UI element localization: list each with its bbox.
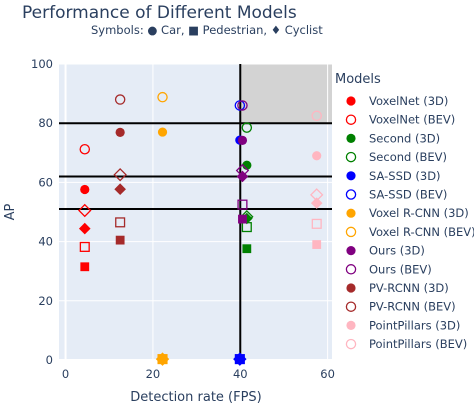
legend-marker-sa-ssd-bev: [345, 189, 357, 200]
legend-marker-voxel-r-cnn-bev: [345, 226, 357, 238]
legend-marker-second-bev: [345, 151, 357, 163]
legend-marker-voxelnet-bev: [345, 114, 357, 125]
data-point-pointpillars-3d-circle: [312, 151, 322, 161]
data-point-pv-rcnn-bev-diamond: [113, 167, 127, 182]
legend-label-ours-3d: Ours (3D): [369, 244, 425, 258]
data-point-pv-rcnn-bev-circle: [114, 94, 126, 105]
data-point-pointpillars-3d-square: [312, 240, 322, 249]
x-tick-label: 60: [320, 367, 335, 381]
chart-title: Performance of Different Models: [22, 3, 297, 23]
legend-label-pointpillars-bev: PointPillars (BEV): [369, 337, 467, 351]
legend-marker-voxelnet-3d: [346, 96, 356, 106]
y-tick-label: 40: [38, 235, 53, 249]
data-point-pv-rcnn-bev-square: [115, 217, 126, 228]
legend-label-pointpillars-3d: PointPillars (3D): [369, 318, 460, 332]
legend-marker-pv-rcnn-3d: [346, 283, 356, 293]
legend-label-voxel-r-cnn-bev: Voxel R-CNN (BEV): [369, 225, 474, 239]
y-tick-label: 0: [46, 353, 53, 367]
data-point-voxelnet-3d-square: [80, 262, 90, 272]
data-point-ours-bev-circle: [237, 100, 248, 111]
legend-label-second-3d: Second (3D): [369, 131, 440, 145]
data-point-sa-ssd-bev-circle: [234, 100, 246, 111]
legend-label-voxelnet-3d: VoxelNet (3D): [369, 94, 448, 108]
legend-label-sa-ssd-bev: SA-SSD (BEV): [369, 188, 447, 202]
data-point-ours-3d-circle: [237, 135, 248, 145]
data-point-voxel-r-cnn-bev-circle: [157, 91, 168, 103]
legend-marker-ours-3d: [346, 246, 356, 256]
data-point-ours-3d-square: [238, 214, 247, 224]
data-point-voxelnet-bev-square: [79, 241, 90, 252]
data-point-pointpillars-3d-diamond: [310, 197, 323, 209]
legend-marker-pointpillars-3d: [346, 320, 356, 330]
data-point-second-bev-circle: [241, 122, 253, 133]
data-point-pv-rcnn-3d-diamond: [114, 183, 126, 196]
legend-marker-pv-rcnn-bev: [345, 301, 357, 312]
data-point-voxel-r-cnn-bev-square: [157, 354, 168, 365]
legend-label-pv-rcnn-3d: PV-RCNN (3D): [369, 281, 449, 295]
data-point-voxel-r-cnn-bev-diamond: [155, 352, 170, 366]
legend-label-ours-bev: Ours (BEV): [369, 262, 432, 276]
data-point-sa-ssd-bev-diamond: [233, 352, 247, 366]
legend-marker-ours-bev: [345, 264, 357, 275]
legend-label-second-bev: Second (BEV): [369, 150, 447, 164]
y-tick-label: 100: [31, 57, 53, 71]
data-point-ours-bev-square: [237, 199, 248, 210]
data-point-voxelnet-bev-diamond: [78, 203, 92, 218]
plot-area: 0 20 40 60 0 20 40 60 80 100: [31, 57, 335, 381]
x-axis-label: Detection rate (FPS): [130, 390, 262, 405]
data-point-pointpillars-bev-diamond: [309, 188, 324, 202]
data-point-ours-bev-diamond: [235, 163, 250, 178]
data-point-voxelnet-bev-circle: [79, 143, 91, 155]
x-tick-label: 0: [62, 367, 69, 381]
y-tick-label: 80: [38, 116, 53, 130]
legend-label-sa-ssd-3d: SA-SSD (3D): [369, 169, 441, 183]
data-point-second-3d-square: [242, 244, 252, 254]
data-point-voxelnet-3d-circle: [80, 184, 90, 195]
data-point-pv-rcnn-3d-circle: [115, 127, 125, 137]
legend-marker-sa-ssd-3d: [346, 171, 356, 181]
legend[interactable]: VoxelNet (3D) VoxelNet (BEV) Second (3D) Se…: [345, 94, 474, 351]
legend-title: Models: [335, 72, 381, 87]
legend-marker-voxel-r-cnn-3d: [346, 208, 356, 218]
data-point-pointpillars-bev-square: [311, 218, 322, 229]
highlight-region: [240, 64, 332, 124]
y-tick-label: 20: [38, 294, 53, 308]
data-point-pointpillars-bev-circle: [311, 110, 322, 122]
legend-marker-second-3d: [346, 133, 356, 143]
legend-label-voxelnet-bev: VoxelNet (BEV): [369, 113, 455, 127]
data-point-voxelnet-3d-diamond: [78, 222, 91, 235]
x-tick-label: 40: [233, 367, 248, 381]
data-point-sa-ssd-bev-square: [234, 354, 245, 365]
chart-subtitle: Symbols: ● Car, ■ Pedestrian, ♦ Cyclist: [91, 23, 323, 37]
x-tick-label: 20: [146, 367, 161, 381]
data-point-voxel-r-cnn-3d-circle: [157, 127, 168, 137]
y-axis-label: AP: [3, 203, 18, 220]
legend-marker-pointpillars-bev: [345, 338, 357, 350]
data-point-pv-rcnn-3d-square: [115, 235, 125, 245]
legend-label-voxel-r-cnn-3d: Voxel R-CNN (3D): [369, 206, 469, 220]
legend-label-pv-rcnn-bev: PV-RCNN (BEV): [369, 300, 456, 314]
y-tick-label: 60: [38, 175, 53, 189]
